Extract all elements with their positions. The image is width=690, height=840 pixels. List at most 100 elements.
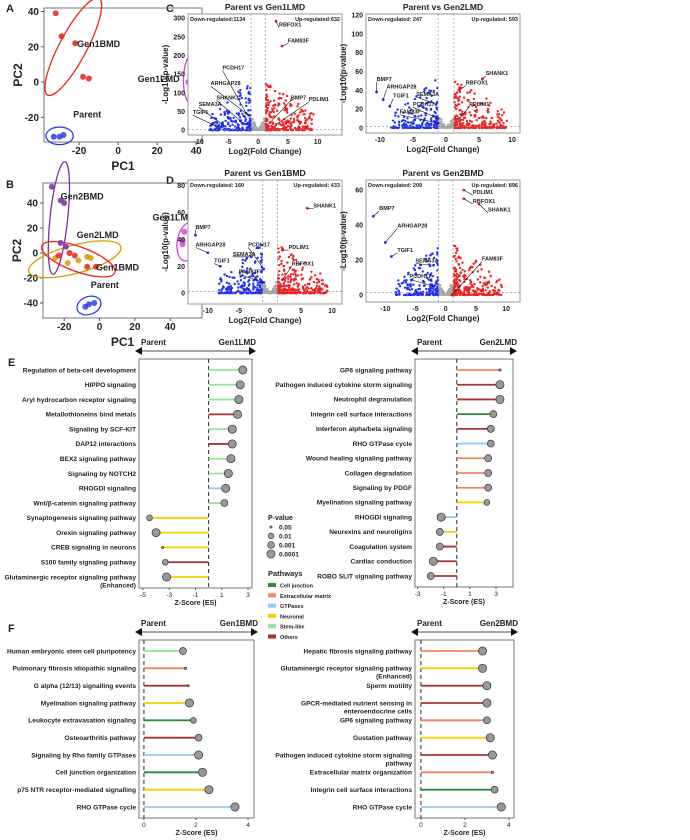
up-point: [296, 105, 299, 108]
down-point: [255, 246, 258, 250]
down-point: [405, 278, 408, 282]
up-point: [291, 287, 294, 290]
down-point: [415, 124, 418, 127]
down-point: [419, 263, 423, 267]
pca-point: [57, 240, 64, 246]
arrow-right-icon: [511, 628, 518, 636]
up-point: [289, 281, 292, 284]
down-point: [235, 128, 238, 132]
up-point: [483, 119, 486, 123]
pathway-label: GPCR-mediated nutrient sensing in enteroe…: [301, 700, 412, 715]
down-point: [417, 115, 420, 118]
x-axis-label: Log2(Fold Change): [407, 145, 480, 154]
x-tick-label: -10: [380, 306, 390, 313]
up-point: [462, 118, 465, 121]
down-point: [413, 118, 417, 122]
down-point: [239, 93, 242, 97]
down-point: [425, 259, 429, 263]
down-point: [221, 121, 225, 124]
up-point: [277, 102, 280, 105]
down-point: [430, 122, 433, 125]
up-point: [456, 283, 460, 286]
down-point: [409, 121, 412, 124]
gene-leader-line: [385, 228, 398, 243]
up-point: [286, 277, 290, 280]
up-point: [297, 114, 300, 117]
down-point: [238, 116, 242, 119]
y-axis-label: -Log10(p-value): [339, 43, 348, 103]
up-point: [266, 101, 269, 104]
up-point: [459, 256, 462, 260]
pathway-label-line: Neutrophil degranulation: [334, 397, 412, 404]
down-point: [249, 267, 252, 270]
down-point: [424, 273, 428, 277]
up-point: [483, 123, 486, 126]
down-point: [436, 269, 439, 272]
pca-point: [58, 33, 65, 40]
ns-point: [249, 116, 252, 119]
pca-point: [52, 10, 59, 17]
y-tick-label: 0: [181, 291, 185, 298]
up-point: [281, 273, 284, 276]
down-point: [425, 254, 428, 257]
down-point: [407, 293, 410, 296]
down-point: [240, 269, 244, 273]
up-point: [293, 290, 297, 294]
down-point: [434, 79, 437, 82]
down-point: [414, 273, 418, 277]
down-point: [412, 267, 416, 270]
down-point: [393, 121, 397, 124]
lollipop-dot: [428, 556, 438, 566]
pathway-legend-swatch: [268, 593, 276, 598]
lollipop-dot: [495, 394, 505, 404]
y-tick-label: 40: [355, 222, 363, 229]
up-point: [293, 270, 297, 274]
down-point: [420, 293, 424, 297]
up-point: [302, 288, 306, 292]
down-point: [402, 123, 405, 127]
up-point: [279, 97, 283, 100]
x-tick-label: 0: [268, 308, 272, 315]
up-point: [301, 110, 304, 113]
up-point: [305, 118, 309, 121]
up-point: [308, 278, 312, 281]
up-point: [300, 108, 303, 111]
up-point: [452, 293, 456, 297]
pathway-label: Interferon alpha/beta signaling: [316, 426, 412, 433]
up-point: [488, 125, 491, 129]
x-tick-label: 0: [444, 137, 448, 144]
pathway-label: Wound healing signaling pathway: [306, 456, 412, 463]
y-tick-label: 40: [28, 7, 40, 18]
pathway-label-line: Regulation of beta-cell development: [23, 367, 137, 374]
up-point: [273, 89, 277, 93]
down-point: [401, 111, 405, 114]
pathway-label: Regulation of beta-cell development: [23, 367, 137, 374]
up-point: [502, 111, 506, 114]
down-point: [256, 275, 259, 278]
gene-label: SHANK1: [486, 71, 509, 77]
down-point: [226, 101, 229, 104]
down-point: [394, 114, 397, 117]
up-point: [467, 122, 471, 125]
down-point: [430, 292, 434, 295]
up-point: [453, 106, 457, 109]
up-point: [461, 268, 464, 272]
up-point: [458, 95, 461, 98]
y-axis-label: -Log10(p-value): [339, 211, 348, 271]
gene-leader-line: [192, 114, 217, 127]
up-point: [486, 107, 490, 111]
pathway-label-line: S100 family signaling pathway: [41, 560, 137, 567]
up-point: [312, 113, 315, 116]
up-point: [286, 280, 290, 283]
pathway-label-line: Sperm motility: [366, 683, 412, 690]
down-point: [242, 287, 245, 291]
up-point: [265, 119, 268, 122]
up-point: [496, 119, 500, 122]
up-point: [487, 293, 491, 297]
up-point: [461, 122, 465, 125]
up-point: [458, 274, 461, 277]
pathway-label-line: Signaling by SCF-KIT: [69, 426, 136, 433]
up-point: [454, 103, 457, 107]
up-point: [475, 108, 479, 112]
down-point: [252, 291, 255, 295]
